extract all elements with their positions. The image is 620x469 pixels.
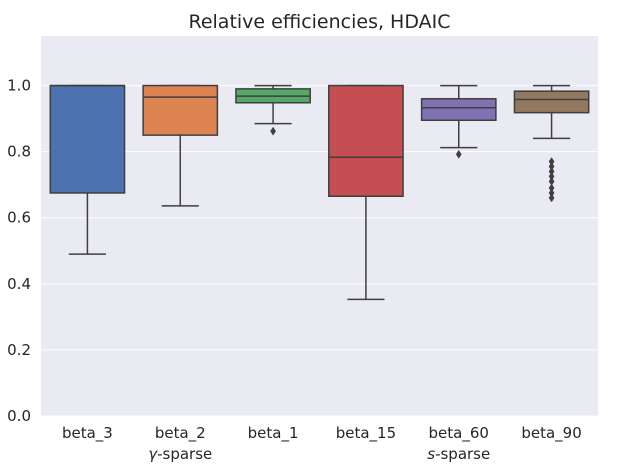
x-tick-label: beta_15: [336, 424, 396, 443]
box-beta_60: [420, 84, 497, 159]
box-beta_1: [235, 84, 311, 136]
box-beta_90: [513, 84, 590, 203]
iqr-box: [142, 84, 219, 136]
iqr-box: [49, 84, 126, 194]
outlier-point: [270, 126, 276, 136]
y-tick-label: 1.0: [7, 77, 31, 95]
y-tick-label: 0.8: [7, 143, 31, 161]
plot-area-background: [41, 36, 598, 416]
iqr-box: [328, 84, 404, 198]
box-beta_2: [142, 84, 219, 207]
y-tick-labels: 0.0 0.2 0.4 0.6 0.8 1.0: [7, 77, 31, 425]
outlier-point: [455, 149, 462, 159]
outlier-point: [548, 193, 555, 203]
x-tick-label: beta_60: [429, 424, 489, 443]
gridlines: [41, 85, 598, 417]
group-label: s-sparse: [427, 445, 490, 463]
boxes-layer: [49, 84, 590, 301]
y-tick-label: 0.4: [7, 275, 31, 293]
x-tick-label: beta_3: [62, 424, 113, 443]
y-tick-label: 0.0: [7, 407, 31, 425]
iqr-box: [513, 90, 590, 114]
group-label: γ-sparse: [148, 445, 212, 463]
x-tick-label: beta_90: [521, 424, 581, 443]
box-beta_15: [328, 84, 404, 301]
x-tick-label: beta_2: [155, 424, 206, 443]
chart-title: Relative efficiencies, HDAIC: [188, 11, 450, 33]
group-labels: γ-sparse s-sparse: [148, 445, 490, 463]
x-tick-label: beta_1: [248, 424, 299, 443]
iqr-box: [420, 98, 497, 122]
y-tick-label: 0.2: [7, 341, 31, 359]
x-tick-labels: beta_3 beta_2 beta_1 beta_15 beta_60 beta_90: [62, 424, 582, 443]
y-tick-label: 0.6: [7, 209, 31, 227]
box-beta_3: [49, 84, 126, 255]
